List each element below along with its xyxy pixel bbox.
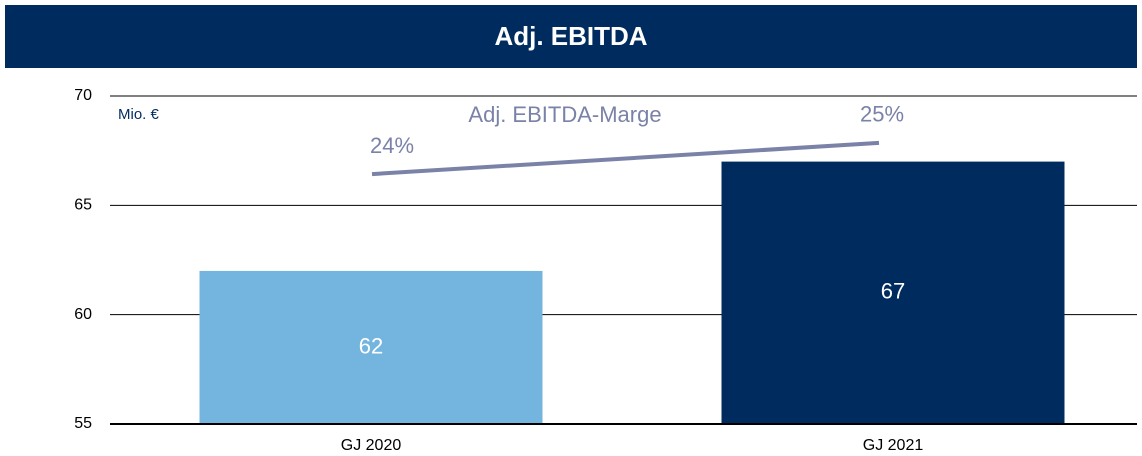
bar: [199, 270, 543, 424]
x-tick-label: GJ 2021: [863, 437, 924, 454]
bar-value-label: 62: [359, 333, 383, 358]
y-axis-label: Mio. €: [118, 106, 160, 123]
chart-title: Adj. EBITDA: [494, 21, 647, 51]
margin-line: [371, 140, 880, 177]
margin-value-label: 24%: [370, 133, 414, 158]
bar: [721, 161, 1065, 424]
bar-value-label: 67: [881, 279, 905, 304]
y-tick-label: 70: [74, 87, 92, 104]
x-tick-label: GJ 2020: [341, 437, 402, 454]
title-bar: [5, 5, 1137, 68]
y-tick-label: 55: [74, 415, 92, 432]
y-tick-label: 60: [74, 306, 92, 323]
margin-value-label: 25%: [860, 102, 904, 127]
legend-label: Adj. EBITDA-Marge: [468, 102, 661, 127]
y-tick-label: 65: [74, 197, 92, 214]
